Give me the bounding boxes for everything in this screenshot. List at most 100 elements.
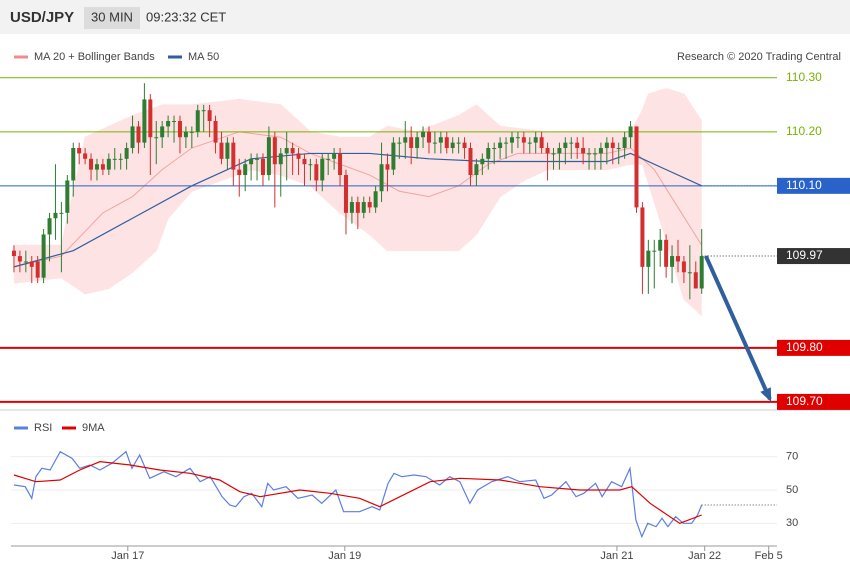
candle-body (130, 126, 135, 149)
candle-body (260, 158, 265, 176)
y-tick-label: 30 (786, 517, 798, 529)
bollinger-upper (13, 88, 703, 246)
candle-body (41, 234, 46, 278)
candle-body (308, 164, 313, 166)
candle-body (302, 158, 307, 165)
candle-body (266, 137, 271, 176)
candle-body (89, 158, 94, 170)
interval-box (84, 7, 140, 29)
candle-body (468, 148, 473, 176)
candle-body (444, 137, 449, 149)
candle-body (183, 131, 188, 138)
candle-body (65, 180, 70, 213)
candle-body (504, 142, 509, 144)
candle-body (581, 148, 586, 154)
candle-body (379, 164, 384, 192)
candle-body (320, 158, 325, 181)
candle-body (492, 148, 497, 150)
level-box (777, 339, 850, 356)
candle-body (243, 164, 248, 176)
candle-body (160, 126, 165, 138)
candle-body (628, 126, 633, 138)
candle-body (166, 121, 171, 127)
interval: 30 MIN (91, 9, 133, 24)
legend-label: MA 50 (188, 51, 219, 63)
candle-body (338, 153, 343, 176)
level-label: 110.10 (786, 178, 822, 192)
candle-body (598, 148, 603, 154)
candle-body (563, 142, 568, 149)
candle-body (154, 137, 159, 139)
candle-body (106, 158, 111, 170)
candle-body (373, 191, 378, 208)
candle-body (278, 153, 283, 165)
candle-body (533, 137, 538, 143)
candle-body (426, 131, 431, 143)
y-tick-label: 50 (786, 484, 798, 496)
candle-body (498, 142, 503, 149)
candle-body (136, 126, 141, 143)
level-box (777, 177, 850, 194)
y-tick-label: 70 (786, 451, 798, 463)
candle-body (100, 164, 105, 170)
candle-body (47, 218, 52, 235)
candle-body (521, 137, 526, 143)
candle-body (326, 158, 331, 160)
candle-body (658, 239, 663, 251)
candle-body (438, 137, 443, 143)
level-box (777, 393, 850, 410)
level-label: 109.70 (786, 394, 823, 408)
candle-body (557, 148, 562, 154)
header-bar (0, 0, 850, 34)
candle-body (71, 148, 76, 181)
x-tick-label: Jan 21 (600, 550, 633, 562)
candle-body (675, 256, 680, 262)
candle-body (94, 164, 99, 170)
level-label: 110.20 (786, 124, 822, 138)
legend-label: 9MA (82, 422, 105, 434)
candle-body (432, 142, 437, 144)
candle-body (634, 126, 639, 208)
candle-body (59, 212, 64, 214)
level-label: 110.30 (786, 70, 822, 84)
candle-body (462, 142, 467, 149)
candle-body (148, 99, 153, 138)
candle-body (213, 121, 218, 143)
candle-body (35, 261, 40, 278)
x-tick-label: Feb 5 (755, 550, 783, 562)
candle-body (664, 239, 669, 267)
candle-body (646, 250, 651, 267)
candle-body (23, 261, 28, 263)
candle-body (290, 148, 295, 154)
time: 09:23:32 CET (146, 9, 226, 24)
candle-body (575, 142, 580, 149)
candle-body (53, 212, 58, 219)
candle-body (177, 121, 182, 138)
candle-body (272, 137, 277, 165)
candle-body (616, 148, 621, 150)
candle-body (509, 137, 514, 143)
candle-body (456, 142, 461, 144)
candle-body (515, 137, 520, 139)
candle-body (237, 169, 242, 176)
candle-body (207, 110, 212, 122)
candle-body (480, 158, 485, 165)
candle-body (587, 153, 592, 155)
candle-body (652, 250, 657, 252)
credit: Research © 2020 Trading Central (677, 51, 841, 63)
candle-body (699, 256, 704, 289)
candle-body (687, 272, 692, 274)
candle-body (11, 250, 16, 257)
candle-body (545, 148, 550, 154)
candle-body (355, 202, 360, 213)
candle-body (332, 153, 337, 159)
candle-body (640, 207, 645, 267)
x-tick-label: Jan 22 (688, 550, 721, 562)
candle-body (231, 142, 236, 170)
candle-body (296, 153, 301, 159)
candle-body (421, 131, 426, 138)
candle-body (367, 202, 372, 208)
candle-body (681, 261, 686, 273)
candle-body (450, 142, 455, 149)
candle-body (474, 164, 479, 176)
